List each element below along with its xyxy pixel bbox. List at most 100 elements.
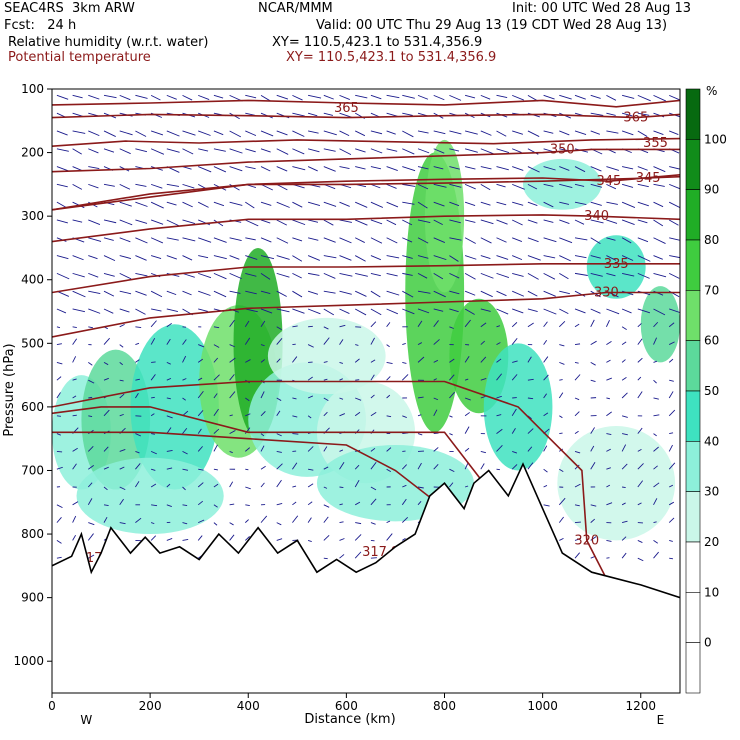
humidity-region [76, 457, 224, 535]
wind-vector [527, 183, 538, 190]
humidity-region [586, 235, 646, 299]
wind-vector [213, 237, 227, 243]
wind-vector [465, 166, 476, 170]
wind-vector [166, 504, 172, 508]
wind-vector [307, 344, 314, 348]
wind-vector [559, 468, 564, 473]
wind-vector [621, 130, 634, 136]
wind-vector [307, 539, 312, 543]
wind-vector [574, 272, 588, 276]
wind-vector [543, 412, 549, 417]
wind-vector [512, 272, 524, 277]
wind-vector [606, 130, 619, 134]
wind-vector [496, 414, 502, 417]
wind-vector [198, 148, 209, 152]
wind-vector [56, 130, 68, 136]
wind-vector [339, 503, 343, 506]
wind-vector [637, 237, 649, 243]
wind-vector [496, 445, 503, 452]
wind-vector [150, 94, 161, 101]
wind-vector [72, 463, 77, 470]
wind-vector [527, 201, 538, 206]
wind-vector [669, 341, 675, 345]
wind-vector [56, 540, 62, 544]
wind-vector [151, 504, 158, 507]
theta-contour-label: 340 [584, 209, 609, 224]
wind-vector [198, 272, 212, 279]
wind-vector [433, 359, 439, 363]
wind-vector [182, 94, 193, 101]
wind-vector [103, 486, 108, 491]
wind-vector [621, 219, 635, 226]
wind-vector [574, 430, 579, 434]
wind-vector [386, 272, 398, 277]
theta-contour-line [52, 174, 680, 211]
wind-vector [323, 308, 335, 316]
wind-vector [88, 465, 94, 470]
wind-vector [119, 219, 133, 226]
wind-vector [198, 166, 212, 173]
wind-vector [72, 219, 83, 223]
wind-vector [307, 237, 319, 241]
wind-vector [653, 130, 664, 136]
wind-vector [590, 379, 596, 383]
wind-vector [637, 357, 643, 363]
terrain-line [52, 462, 680, 599]
wind-vector [449, 482, 454, 488]
wind-vector [543, 485, 548, 488]
wind-vector [559, 237, 573, 244]
wind-vector [354, 464, 360, 470]
wind-vector [417, 290, 431, 294]
wind-vector [574, 323, 580, 328]
wind-vector [119, 323, 125, 328]
wind-vector [417, 237, 429, 244]
wind-vector [559, 183, 573, 188]
wind-vector [56, 343, 62, 346]
wind-vector [417, 183, 429, 190]
wind-vector [386, 130, 396, 135]
wind-vector [386, 322, 391, 328]
colorbar-swatch [685, 390, 701, 442]
wind-vector [182, 148, 194, 155]
wind-vector [527, 237, 539, 243]
wind-vector [621, 463, 628, 470]
wind-vector [229, 255, 240, 260]
wind-vector [449, 237, 462, 241]
wind-vector [511, 408, 517, 417]
wind-vector [182, 378, 187, 381]
wind-vector [401, 517, 409, 523]
wind-vector [370, 374, 375, 381]
wind-vector [669, 557, 674, 560]
wind-vector [354, 255, 366, 262]
wind-vector [417, 272, 428, 279]
y-tick-label: 1000 [13, 654, 44, 668]
wind-vector [433, 166, 444, 170]
wind-vector [527, 272, 539, 280]
wind-vector [292, 501, 297, 506]
wind-vector [150, 237, 164, 244]
wind-vector [245, 148, 256, 153]
colorbar-label: 50 [704, 384, 719, 398]
wind-vector [182, 183, 195, 189]
wind-vector [182, 539, 189, 541]
wind-vector [590, 112, 604, 116]
wind-vector [150, 219, 164, 225]
wind-vector [213, 374, 220, 381]
wind-vector [166, 377, 172, 381]
wind-vector [323, 166, 336, 172]
wind-vector [402, 130, 414, 138]
wind-vector [103, 183, 115, 187]
wind-vector [417, 414, 422, 417]
wind-vector [103, 446, 109, 452]
theta-contour-line [52, 380, 608, 579]
wind-vector [260, 411, 266, 417]
wind-vector [637, 130, 648, 137]
wind-vector [653, 433, 657, 437]
wind-vector [370, 272, 381, 277]
wind-vector [56, 255, 69, 260]
wind-vector [88, 183, 99, 189]
wind-vector [323, 516, 329, 523]
wind-vector [496, 358, 502, 363]
wind-vector [606, 539, 612, 542]
colorbar-swatch [685, 139, 701, 190]
